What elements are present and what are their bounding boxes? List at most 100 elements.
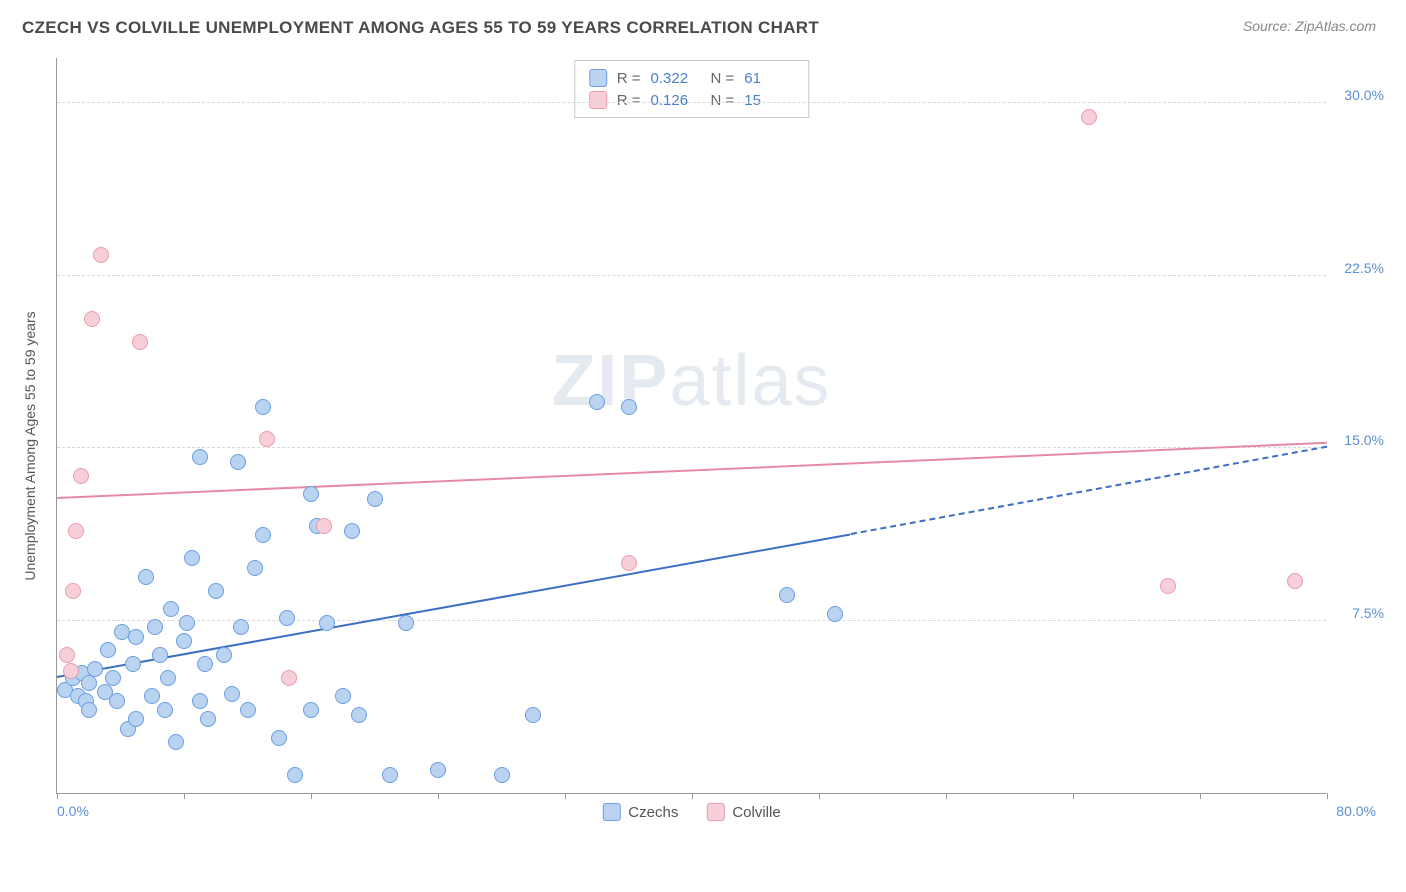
point-czechs xyxy=(303,702,319,718)
point-czechs xyxy=(255,527,271,543)
legend-label-czechs: Czechs xyxy=(628,804,678,821)
stat-r-label: R = xyxy=(617,70,641,87)
point-czechs xyxy=(827,606,843,622)
point-czechs xyxy=(779,587,795,603)
trendline xyxy=(57,441,1327,498)
x-tick xyxy=(1073,793,1074,799)
point-czechs xyxy=(224,686,240,702)
point-czechs xyxy=(176,633,192,649)
x-tick xyxy=(1200,793,1201,799)
point-colville xyxy=(63,663,79,679)
point-czechs xyxy=(81,675,97,691)
point-czechs xyxy=(81,702,97,718)
legend-item-czechs: Czechs xyxy=(602,803,678,821)
point-colville xyxy=(1160,578,1176,594)
point-colville xyxy=(621,555,637,571)
legend-item-colville: Colville xyxy=(706,803,780,821)
point-czechs xyxy=(255,399,271,415)
x-tick xyxy=(1327,793,1328,799)
point-czechs xyxy=(157,702,173,718)
point-czechs xyxy=(128,629,144,645)
x-tick xyxy=(692,793,693,799)
point-czechs xyxy=(87,661,103,677)
stat-r-label: R = xyxy=(617,92,641,109)
point-czechs xyxy=(179,615,195,631)
point-czechs xyxy=(271,730,287,746)
point-colville xyxy=(65,583,81,599)
point-colville xyxy=(259,431,275,447)
chart-title: CZECH VS COLVILLE UNEMPLOYMENT AMONG AGE… xyxy=(22,18,819,38)
watermark: ZIPatlas xyxy=(551,340,831,422)
x-tick xyxy=(565,793,566,799)
point-czechs xyxy=(200,711,216,727)
gridline xyxy=(57,620,1326,621)
point-czechs xyxy=(279,610,295,626)
point-colville xyxy=(316,518,332,534)
point-czechs xyxy=(192,449,208,465)
point-czechs xyxy=(160,670,176,686)
point-colville xyxy=(84,311,100,327)
point-czechs xyxy=(335,688,351,704)
point-czechs xyxy=(147,619,163,635)
point-czechs xyxy=(319,615,335,631)
point-czechs xyxy=(168,734,184,750)
point-colville xyxy=(281,670,297,686)
x-tick xyxy=(311,793,312,799)
stat-r-value: 0.126 xyxy=(651,92,701,109)
point-czechs xyxy=(128,711,144,727)
legend-swatch-czechs xyxy=(602,803,620,821)
point-czechs xyxy=(192,693,208,709)
stats-row-czechs: R = 0.322 N = 61 xyxy=(589,67,795,89)
y-tick-label: 22.5% xyxy=(1344,260,1384,276)
point-czechs xyxy=(621,399,637,415)
gridline xyxy=(57,102,1326,103)
x-tick xyxy=(184,793,185,799)
point-czechs xyxy=(233,619,249,635)
y-tick-label: 15.0% xyxy=(1344,432,1384,448)
point-czechs xyxy=(109,693,125,709)
point-czechs xyxy=(351,707,367,723)
point-czechs xyxy=(494,767,510,783)
stats-row-colville: R = 0.126 N = 15 xyxy=(589,89,795,111)
point-czechs xyxy=(216,647,232,663)
point-czechs xyxy=(152,647,168,663)
point-czechs xyxy=(367,491,383,507)
point-czechs xyxy=(163,601,179,617)
stat-n-label: N = xyxy=(711,92,735,109)
point-colville xyxy=(1081,109,1097,125)
point-czechs xyxy=(125,656,141,672)
x-axis-min-label: 0.0% xyxy=(57,803,89,819)
point-czechs xyxy=(144,688,160,704)
point-czechs xyxy=(240,702,256,718)
point-czechs xyxy=(230,454,246,470)
point-czechs xyxy=(382,767,398,783)
x-tick xyxy=(946,793,947,799)
point-czechs xyxy=(287,767,303,783)
point-czechs xyxy=(197,656,213,672)
stats-box: R = 0.322 N = 61 R = 0.126 N = 15 xyxy=(574,60,810,118)
point-czechs xyxy=(303,486,319,502)
point-czechs xyxy=(430,762,446,778)
x-tick xyxy=(819,793,820,799)
source-label: Source: ZipAtlas.com xyxy=(1243,18,1376,34)
x-tick xyxy=(438,793,439,799)
bottom-legend: Czechs Colville xyxy=(602,803,780,821)
x-axis-max-label: 80.0% xyxy=(1336,803,1376,819)
point-czechs xyxy=(105,670,121,686)
point-czechs xyxy=(525,707,541,723)
point-czechs xyxy=(344,523,360,539)
point-colville xyxy=(1287,573,1303,589)
point-czechs xyxy=(208,583,224,599)
legend-swatch-colville xyxy=(706,803,724,821)
swatch-czechs xyxy=(589,69,607,87)
point-czechs xyxy=(100,642,116,658)
legend-label-colville: Colville xyxy=(732,804,780,821)
point-czechs xyxy=(589,394,605,410)
point-czechs xyxy=(398,615,414,631)
x-tick xyxy=(57,793,58,799)
gridline xyxy=(57,447,1326,448)
point-colville xyxy=(68,523,84,539)
scatter-plot: ZIPatlas R = 0.322 N = 61 R = 0.126 N = … xyxy=(56,58,1326,794)
stat-n-value: 15 xyxy=(744,92,794,109)
stat-n-value: 61 xyxy=(744,70,794,87)
